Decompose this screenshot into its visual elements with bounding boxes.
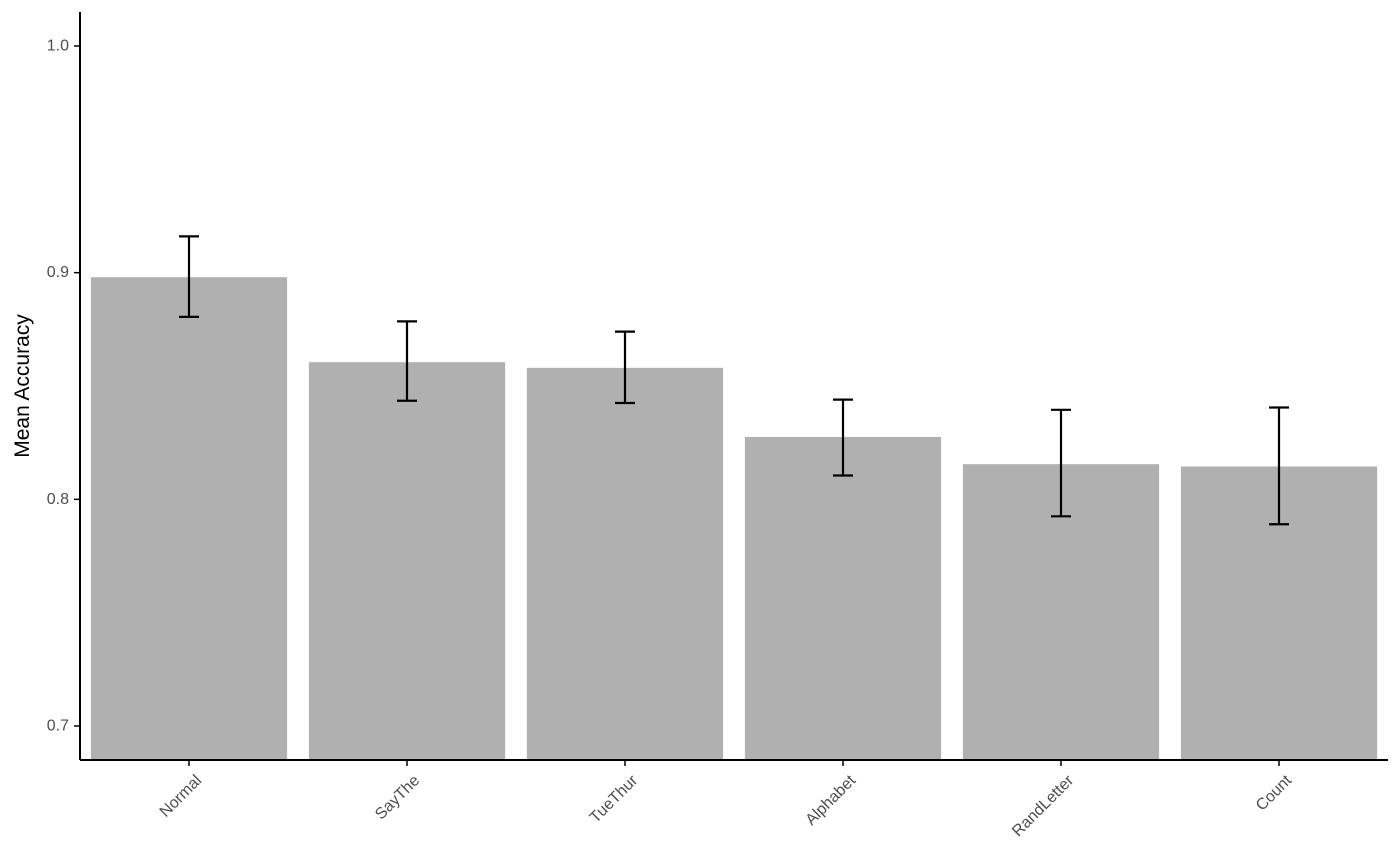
x-tick-label: RandLetter: [1009, 772, 1077, 840]
x-tick-label: Count: [1253, 772, 1296, 815]
bars-layer: [90, 277, 1378, 760]
y-tick-label: 0.9: [47, 264, 69, 281]
error-bar-count: [1269, 406, 1289, 526]
y-axis-title: Mean Accuracy: [11, 314, 34, 458]
x-tick-label: TueThur: [587, 772, 642, 827]
error-bars-layer: [179, 235, 1289, 526]
bar-alphabet: [744, 437, 942, 760]
error-bar-tuethur: [615, 330, 635, 405]
x-tick-label: SayThe: [372, 772, 423, 823]
bar-tuethur: [526, 367, 724, 760]
x-tick-label: Normal: [157, 772, 205, 820]
error-bar-saythe: [397, 320, 417, 402]
x-tick-label: Alphabet: [802, 772, 859, 829]
y-tick-label: 0.8: [47, 491, 69, 508]
bar-saythe: [308, 362, 506, 760]
y-ticks-layer: 0.7 0.8 0.9 1.0: [47, 38, 80, 735]
y-tick-label: 1.0: [47, 38, 69, 55]
x-ticks-layer: Normal SayThe TueThur Alphabet RandLetter Cou…: [157, 760, 1296, 840]
y-tick-label: 0.7: [47, 718, 69, 735]
bar-normal: [90, 277, 288, 760]
error-bar-normal: [179, 235, 199, 318]
error-bar-randletter: [1051, 408, 1071, 518]
error-bar-alphabet: [833, 398, 853, 477]
